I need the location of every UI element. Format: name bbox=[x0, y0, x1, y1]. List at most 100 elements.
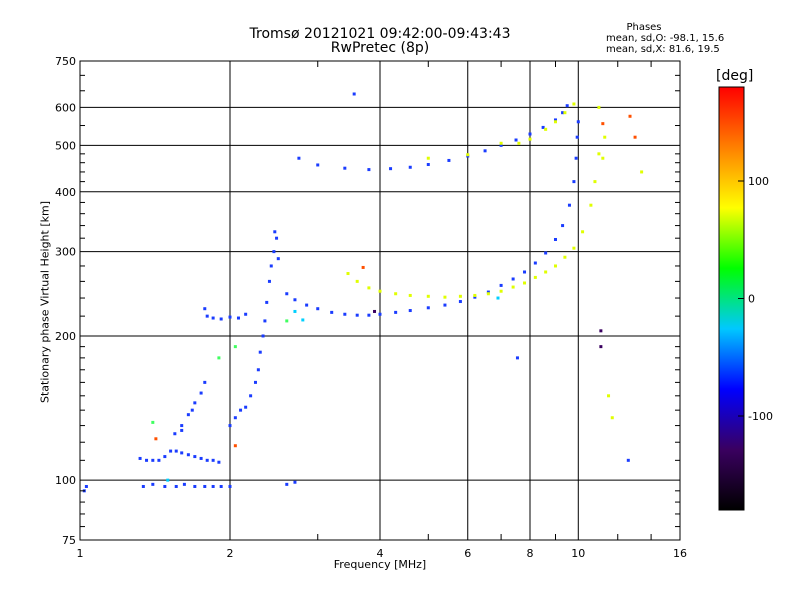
data-point bbox=[576, 120, 580, 124]
data-point bbox=[610, 416, 614, 420]
data-point bbox=[217, 460, 221, 464]
data-point bbox=[408, 165, 412, 169]
data-point bbox=[426, 156, 430, 160]
data-point bbox=[203, 380, 207, 384]
data-point bbox=[563, 111, 567, 115]
data-point bbox=[544, 127, 548, 131]
phase-legend-o: mean, sd,O: -98.1, 15.6 bbox=[606, 33, 725, 44]
colorbar-unit: [deg] bbox=[716, 68, 754, 84]
data-point bbox=[541, 125, 545, 129]
data-point bbox=[574, 156, 578, 160]
data-point bbox=[544, 251, 548, 255]
data-point bbox=[572, 102, 576, 106]
data-point bbox=[239, 408, 243, 412]
data-point bbox=[249, 394, 253, 398]
data-point bbox=[528, 137, 532, 141]
data-point bbox=[514, 138, 518, 142]
data-point bbox=[499, 283, 503, 287]
data-point bbox=[496, 296, 500, 300]
colorbar-tick-label: 100 bbox=[748, 175, 769, 188]
plot-frame bbox=[79, 60, 681, 541]
grid bbox=[80, 61, 680, 540]
data-point bbox=[603, 135, 607, 139]
data-point bbox=[346, 272, 350, 276]
data-point bbox=[599, 329, 603, 333]
y-tick-label: 75 bbox=[62, 534, 76, 547]
data-point bbox=[285, 319, 289, 323]
x-tick-label: 2 bbox=[227, 547, 234, 560]
data-point bbox=[544, 270, 548, 274]
data-point bbox=[199, 456, 203, 460]
data-point bbox=[258, 350, 262, 354]
data-point bbox=[256, 368, 260, 372]
data-point bbox=[553, 237, 557, 241]
data-point bbox=[426, 163, 430, 167]
data-point bbox=[628, 114, 632, 118]
phase-legend-x: mean, sd,X: 81.6, 19.5 bbox=[606, 44, 720, 55]
colorbar-tick-label: -100 bbox=[748, 410, 773, 423]
data-point bbox=[219, 484, 223, 488]
data-point bbox=[157, 458, 161, 462]
data-point bbox=[572, 180, 576, 184]
scatter-points bbox=[82, 92, 644, 493]
data-point bbox=[228, 424, 232, 428]
data-point bbox=[180, 451, 184, 455]
data-point bbox=[233, 444, 237, 448]
data-point bbox=[426, 294, 430, 298]
colorbar-tick-label: 0 bbox=[748, 293, 755, 306]
data-point bbox=[138, 456, 142, 460]
data-point bbox=[607, 394, 611, 398]
data-point bbox=[276, 257, 280, 261]
data-point bbox=[601, 122, 605, 126]
data-point bbox=[528, 132, 532, 136]
chart-title: Tromsø 20121021 09:42:00-09:43:43 bbox=[249, 26, 511, 42]
data-point bbox=[211, 458, 215, 462]
data-point bbox=[355, 279, 359, 283]
data-point bbox=[367, 168, 371, 172]
data-point bbox=[297, 156, 301, 160]
data-point bbox=[151, 458, 155, 462]
data-point bbox=[511, 285, 515, 289]
data-point bbox=[633, 135, 637, 139]
y-tick-label: 200 bbox=[55, 330, 76, 343]
x-tick-label: 4 bbox=[377, 547, 384, 560]
data-point bbox=[367, 313, 371, 317]
data-point bbox=[193, 455, 197, 459]
data-point bbox=[180, 424, 184, 428]
x-tick-label: 1 bbox=[77, 547, 84, 560]
data-point bbox=[293, 480, 297, 484]
data-point bbox=[182, 482, 186, 486]
data-point bbox=[553, 264, 557, 268]
data-point bbox=[553, 118, 557, 122]
data-point bbox=[567, 203, 571, 207]
data-point bbox=[626, 458, 630, 462]
data-point bbox=[499, 289, 503, 293]
data-point bbox=[443, 295, 447, 299]
data-point bbox=[193, 484, 197, 488]
x-tick-label: 10 bbox=[571, 547, 585, 560]
data-point bbox=[190, 408, 194, 412]
data-point bbox=[378, 289, 382, 293]
x-tick-label: 6 bbox=[464, 547, 471, 560]
data-point bbox=[272, 250, 276, 254]
data-point bbox=[589, 203, 593, 207]
data-point bbox=[269, 264, 273, 268]
data-point bbox=[228, 484, 232, 488]
data-point bbox=[533, 261, 537, 265]
data-point bbox=[141, 484, 145, 488]
data-point bbox=[394, 310, 398, 314]
data-point bbox=[219, 317, 223, 321]
data-point bbox=[253, 380, 257, 384]
data-point bbox=[640, 170, 644, 174]
data-point bbox=[581, 230, 585, 234]
data-point bbox=[174, 449, 178, 453]
data-point bbox=[355, 313, 359, 317]
data-point bbox=[293, 309, 297, 313]
data-point bbox=[193, 401, 197, 405]
x-axis-label: Frequency [MHz] bbox=[333, 558, 427, 571]
data-point bbox=[267, 279, 271, 283]
data-point bbox=[293, 298, 297, 302]
data-point bbox=[408, 293, 412, 297]
data-point bbox=[561, 111, 565, 115]
data-point bbox=[517, 141, 521, 145]
